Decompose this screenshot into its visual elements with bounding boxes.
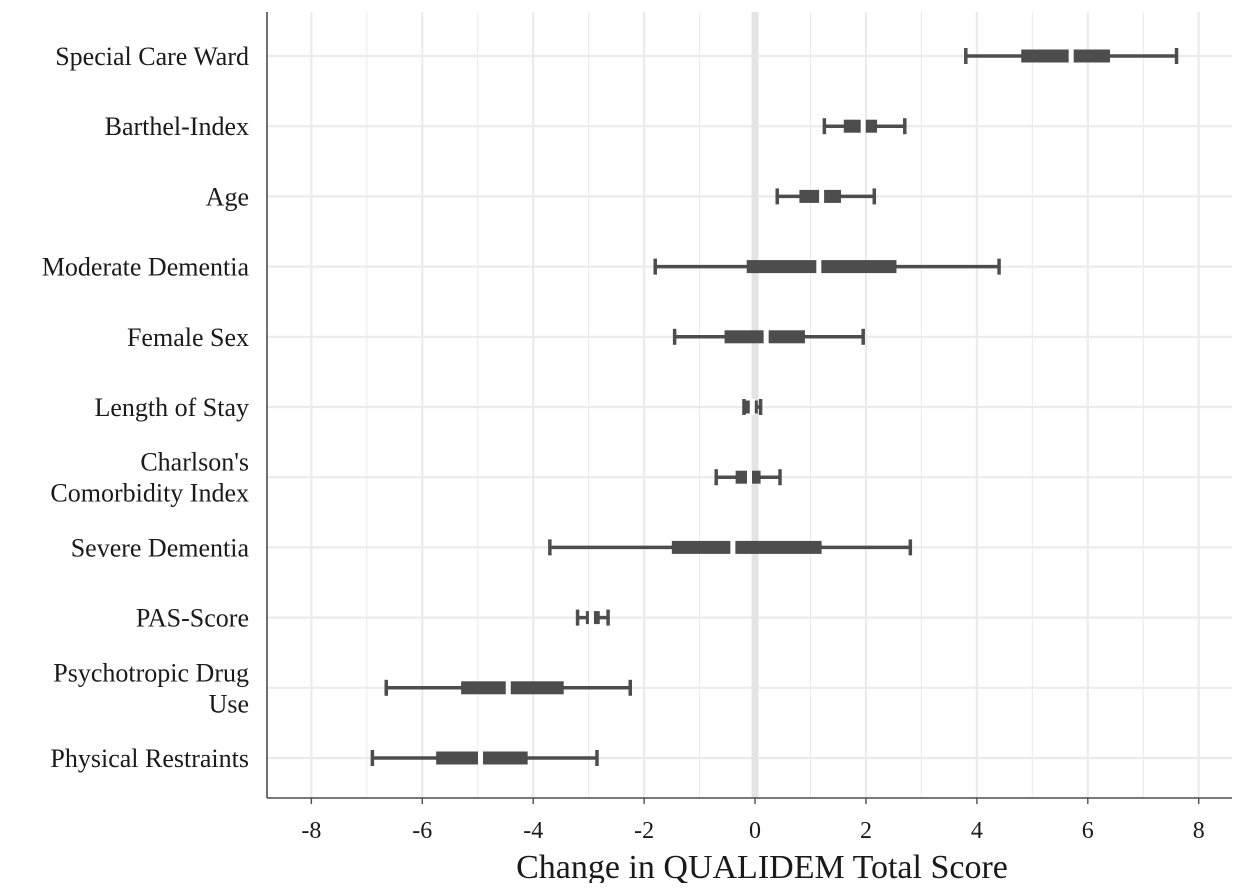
point-estimate-mark	[588, 609, 594, 626]
x-tick-label: 0	[749, 818, 761, 844]
x-tick-label: 8	[1193, 818, 1205, 844]
x-axis-title: Change in QUALIDEM Total Score	[516, 849, 1008, 883]
x-tick-label: -2	[634, 818, 654, 844]
y-axis-label: Severe Dementia	[71, 533, 250, 562]
interval-6	[742, 399, 763, 415]
interval-marks	[370, 48, 1179, 766]
point-estimate-mark	[747, 469, 752, 486]
interval-7	[714, 469, 782, 486]
y-axis-label: Length of Stay	[94, 393, 249, 422]
y-axis-label: PAS-Score	[136, 604, 249, 633]
interval-8	[548, 539, 913, 556]
point-estimate-mark	[1068, 48, 1074, 64]
interval-5	[672, 328, 865, 345]
x-tick-label: 6	[1082, 818, 1094, 844]
inner-interval-bar	[461, 681, 564, 695]
x-tick-label: -4	[523, 818, 543, 844]
interval-9	[575, 609, 610, 626]
x-tick-label: -8	[301, 818, 321, 844]
point-estimate-mark	[819, 188, 825, 205]
interval-11	[370, 750, 599, 766]
point-estimate-mark	[860, 118, 866, 135]
inner-interval-bar	[843, 119, 878, 133]
y-axis-label: Barthel-Index	[105, 112, 249, 141]
inner-interval-bar	[1021, 49, 1110, 63]
x-tick-label: -6	[412, 818, 432, 844]
point-estimate-mark	[816, 258, 822, 275]
point-estimate-mark	[763, 328, 769, 345]
x-axis-tick-labels: -8 -6 -4 -2 0 2 4 6 8	[301, 818, 1204, 844]
y-axis-label: Age	[206, 182, 249, 211]
interval-4	[653, 258, 1001, 275]
y-axis-labels: Special Care Ward Barthel-Index Age Moderat…	[42, 42, 250, 773]
y-axis-label: Charlson's Comorbidity Index	[50, 448, 249, 508]
point-estimate-mark	[478, 750, 484, 766]
y-axis-label: Female Sex	[127, 323, 249, 352]
inner-interval-bar	[746, 260, 897, 274]
grid-minor	[366, 12, 1144, 798]
interval-2	[822, 118, 907, 135]
interval-10	[384, 679, 633, 696]
y-axis-label: Moderate Dementia	[42, 253, 250, 282]
interval-3	[775, 188, 877, 205]
point-estimate-mark	[730, 539, 736, 556]
inner-interval-bar	[671, 540, 822, 554]
y-axis-label: Special Care Ward	[55, 42, 249, 71]
point-estimate-mark	[505, 679, 511, 696]
x-tick-label: 4	[971, 818, 983, 844]
interval-1	[964, 48, 1179, 64]
axes	[266, 12, 1232, 804]
x-tick-label: 2	[860, 818, 872, 844]
y-axis-label: Psychotropic Drug Use	[53, 658, 249, 718]
y-axis-label: Physical Restraints	[50, 744, 249, 773]
point-estimate-mark	[749, 399, 755, 415]
